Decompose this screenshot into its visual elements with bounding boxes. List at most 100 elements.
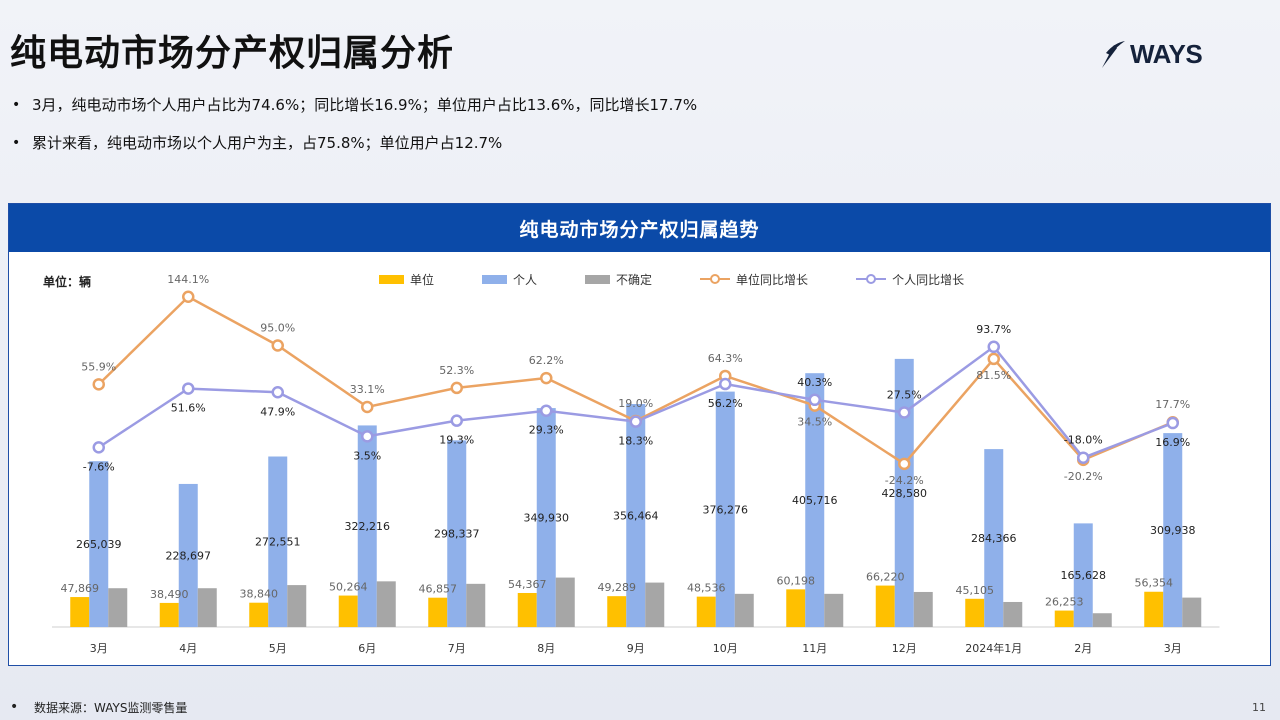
point-personal-yoy bbox=[271, 386, 284, 399]
ways-logo-icon bbox=[1102, 41, 1125, 68]
summary-bullet: • 累计来看，纯电动市场以个人用户为主，占75.8%；单位用户占12.7% bbox=[12, 132, 697, 154]
legend-label: 个人同比增长 bbox=[892, 272, 965, 287]
bar-unit bbox=[1054, 610, 1074, 627]
point-unit-yoy bbox=[182, 290, 195, 304]
bar-unit bbox=[965, 598, 985, 627]
legend-item-uncertain: 不确定 bbox=[585, 271, 652, 288]
bar-unit bbox=[428, 597, 448, 627]
bar-uncertain bbox=[824, 593, 844, 627]
point-unit-yoy bbox=[271, 339, 284, 352]
line-label-unit-yoy: 95.0% bbox=[260, 322, 295, 335]
bar-uncertain bbox=[376, 581, 396, 627]
bullet-glyph: • bbox=[10, 699, 19, 715]
legend-swatch bbox=[585, 274, 611, 284]
bullet-glyph: • bbox=[12, 135, 21, 151]
bar-unit bbox=[338, 595, 358, 627]
line-label-unit-yoy: 33.1% bbox=[350, 383, 385, 396]
x-tick-label: 6月 bbox=[358, 642, 376, 655]
ways-logo: WAYS bbox=[1100, 36, 1230, 72]
bar-label-unit: 54,367 bbox=[508, 578, 547, 591]
line-label-personal-yoy: 19.3% bbox=[439, 434, 474, 447]
footer-source: • 数据来源：WAYS监测零售量 bbox=[10, 699, 187, 716]
line-label-personal-yoy: 51.6% bbox=[171, 402, 206, 415]
bar-label-unit: 66,220 bbox=[866, 571, 905, 584]
bar-uncertain bbox=[466, 583, 486, 627]
bar-uncertain bbox=[734, 593, 754, 627]
summary-text: 3月，纯电动市场个人用户占比为74.6%；同比增长16.9%；单位用户占比13.… bbox=[32, 96, 698, 114]
bar-label-unit: 38,490 bbox=[150, 588, 189, 601]
summary-bullets: • 3月，纯电动市场个人用户占比为74.6%；同比增长16.9%；单位用户占比1… bbox=[12, 94, 697, 170]
bar-label-unit: 49,289 bbox=[598, 581, 637, 594]
bar-label-personal: 265,039 bbox=[76, 538, 122, 551]
line-label-unit-yoy: 52.3% bbox=[439, 364, 474, 377]
legend-label: 单位同比增长 bbox=[736, 272, 809, 287]
bar-label-unit: 56,354 bbox=[1135, 577, 1174, 590]
bar-label-personal: 165,628 bbox=[1061, 569, 1107, 582]
line-label-unit-yoy: 17.7% bbox=[1155, 398, 1190, 411]
bar-label-personal: 405,716 bbox=[792, 494, 838, 507]
bar-label-personal: 349,930 bbox=[524, 512, 570, 525]
line-label-unit-yoy: 64.3% bbox=[708, 352, 743, 365]
unit-label: 单位：辆 bbox=[43, 275, 92, 289]
bar-unit bbox=[696, 596, 716, 627]
x-tick-label: 7月 bbox=[448, 642, 466, 655]
point-personal-yoy bbox=[1166, 416, 1179, 430]
line-label-personal-yoy: 18.3% bbox=[618, 435, 653, 448]
line-label-unit-yoy: 55.9% bbox=[81, 360, 116, 373]
x-tick-label: 2月 bbox=[1074, 642, 1092, 655]
chart-title: 纯电动市场分产权归属趋势 bbox=[9, 204, 1270, 252]
point-personal-yoy bbox=[719, 377, 732, 391]
bar-uncertain bbox=[197, 588, 217, 627]
point-unit-yoy bbox=[898, 457, 911, 471]
line-label-unit-yoy: 34.5% bbox=[797, 416, 832, 429]
bar-label-unit: 45,105 bbox=[956, 584, 995, 597]
point-personal-yoy bbox=[898, 406, 911, 419]
x-tick-label: 12月 bbox=[892, 642, 917, 655]
chart-panel: 纯电动市场分产权归属趋势 单位：辆 单位 个人 不确定 单位同比增长 bbox=[8, 203, 1271, 666]
bar-unit bbox=[875, 585, 895, 627]
legend-item-unit-yoy: 单位同比增长 bbox=[700, 271, 808, 288]
x-tick-label: 9月 bbox=[627, 642, 645, 655]
bar-unit bbox=[517, 592, 537, 627]
bar-label-unit: 48,536 bbox=[687, 582, 726, 595]
x-tick-label: 8月 bbox=[537, 642, 555, 655]
logo-text: WAYS bbox=[1130, 38, 1203, 69]
legend-label: 不确定 bbox=[616, 272, 653, 287]
bar-label-personal: 356,464 bbox=[613, 510, 659, 523]
bar-label-personal: 428,580 bbox=[882, 487, 928, 500]
point-personal-yoy bbox=[1077, 451, 1090, 464]
line-label-unit-yoy: 144.1% bbox=[167, 273, 209, 286]
x-tick-label: 4月 bbox=[179, 642, 197, 655]
bar-unit bbox=[1144, 591, 1164, 627]
page-number: 11 bbox=[1252, 701, 1266, 714]
summary-text: 累计来看，纯电动市场以个人用户为主，占75.8%；单位用户占12.7% bbox=[32, 134, 503, 152]
line-label-personal-yoy: 29.3% bbox=[529, 424, 564, 437]
bar-label-unit: 60,198 bbox=[777, 574, 816, 587]
legend-item-personal: 个人 bbox=[482, 271, 537, 288]
bar-uncertain bbox=[555, 577, 575, 627]
bar-label-personal: 284,366 bbox=[971, 532, 1017, 545]
legend-line-swatch bbox=[700, 274, 731, 284]
bar-uncertain bbox=[645, 582, 665, 627]
line-label-personal-yoy: 47.9% bbox=[260, 405, 295, 418]
line-label-personal-yoy: 27.5% bbox=[887, 389, 922, 402]
point-personal-yoy bbox=[987, 340, 1000, 354]
bar-unit bbox=[249, 602, 269, 627]
bar-label-personal: 272,551 bbox=[255, 536, 301, 549]
bar-personal bbox=[447, 440, 467, 627]
source-text: 数据来源：WAYS监测零售量 bbox=[34, 701, 188, 715]
line-label-unit-yoy: 19.0% bbox=[618, 397, 653, 410]
bar-personal bbox=[715, 391, 735, 627]
point-personal-yoy bbox=[450, 414, 463, 427]
bar-personal bbox=[178, 483, 198, 627]
chart-plot: 47,869 38,490 38,840 50,264 46,857 54,367 49,2… bbox=[52, 273, 1220, 655]
line-label-personal-yoy: 16.9% bbox=[1155, 436, 1190, 449]
x-tick-label: 10月 bbox=[713, 642, 738, 655]
bar-personal bbox=[984, 449, 1004, 627]
point-unit-yoy bbox=[92, 378, 105, 391]
x-tick-label: 5月 bbox=[269, 642, 287, 655]
bar-personal bbox=[1073, 523, 1093, 627]
line-label-personal-yoy: 56.2% bbox=[708, 397, 743, 410]
bar-label-unit: 26,253 bbox=[1045, 596, 1084, 609]
line-label-personal-yoy: 40.3% bbox=[797, 376, 832, 389]
